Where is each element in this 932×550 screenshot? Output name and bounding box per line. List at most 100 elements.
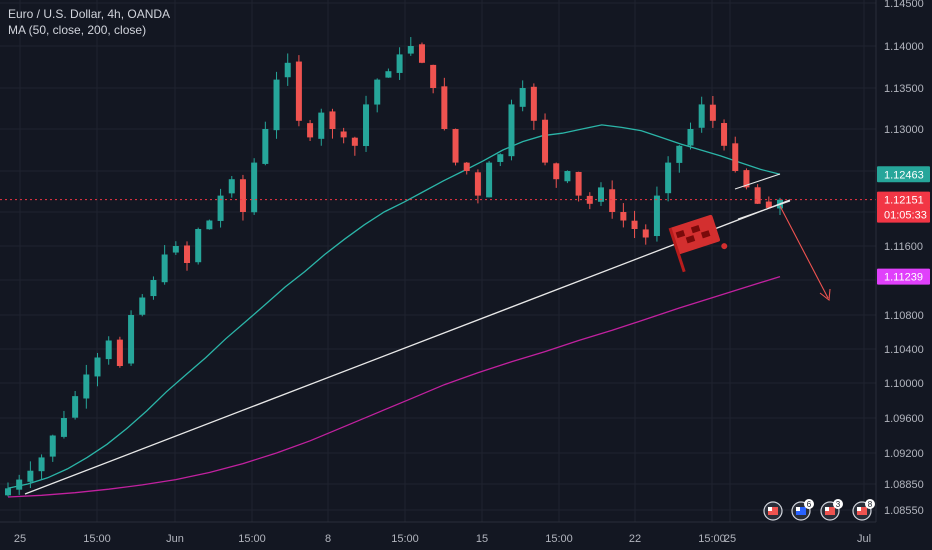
price-tick-label: 1.14500 — [884, 0, 924, 10]
candle-body — [553, 163, 560, 180]
candle-body — [631, 220, 638, 229]
symbol-title[interactable]: Euro / U.S. Dollar, 4h, OANDA — [8, 7, 171, 21]
price-tick-label: 1.14000 — [884, 41, 924, 53]
candle-body — [497, 154, 504, 162]
price-tag-price-label: 1.12151 — [884, 195, 924, 207]
candle-body — [542, 119, 549, 163]
event-us-2-icon[interactable]: 8 — [852, 499, 875, 521]
candle-body — [16, 479, 23, 490]
time-axis-bg — [0, 522, 932, 550]
time-tick-label: Jul — [857, 533, 871, 545]
candle-body — [284, 62, 291, 78]
candle-body — [363, 104, 370, 147]
candle-body — [586, 195, 593, 204]
candle-body — [206, 220, 213, 230]
event-eu-icon[interactable]: 6 — [791, 499, 814, 521]
chart-grid — [0, 0, 876, 522]
price-tag-ma200 — [877, 268, 930, 285]
candle-body — [128, 315, 135, 364]
candle-body — [161, 254, 168, 283]
user-drawings[interactable] — [24, 173, 831, 495]
candle-body — [351, 137, 358, 146]
candlestick-series — [5, 37, 783, 497]
price-tick-label: 1.09600 — [884, 413, 924, 425]
event-count-badge: 8 — [868, 500, 873, 509]
time-tick-label: 15:00 — [698, 533, 726, 545]
price-tick-label: 1.11600 — [884, 241, 923, 253]
projection-arrow[interactable] — [779, 205, 829, 299]
candle-body — [273, 79, 280, 131]
time-tick-label: 25 — [14, 533, 26, 545]
candle-body — [430, 64, 437, 88]
candle-body — [374, 79, 381, 105]
candle-body — [642, 229, 649, 238]
candle-body — [620, 212, 627, 221]
price-tick-label: 1.10800 — [884, 310, 924, 322]
candle-body — [709, 104, 716, 121]
candle-body — [72, 396, 79, 418]
price-tag-ma50-label: 1.12463 — [884, 169, 924, 181]
time-tick-label: 15:00 — [545, 533, 573, 545]
candle-body — [721, 123, 728, 146]
candle-body — [49, 435, 56, 457]
candle-body — [139, 297, 146, 315]
candle-body — [5, 488, 11, 496]
price-tick-label: 1.09200 — [884, 448, 924, 460]
price-tag-ma200-label: 1.11239 — [884, 272, 923, 284]
candle-body — [27, 470, 34, 482]
price-tag-ma50 — [877, 166, 930, 183]
time-tick-label: 15:00 — [83, 533, 111, 545]
price-tag-countdown-label: 01:05:33 — [884, 210, 927, 222]
price-tick-label: 1.10000 — [884, 378, 924, 390]
price-tick-label: 1.13000 — [884, 124, 924, 136]
event-count-badge: 6 — [807, 500, 812, 509]
trendline-main[interactable] — [24, 199, 791, 495]
candle-body — [184, 245, 191, 263]
candle-body — [262, 129, 269, 164]
candle-body — [239, 179, 246, 212]
time-tick-label: Jun — [166, 533, 184, 545]
candle-body — [418, 44, 425, 63]
candle-body — [329, 111, 336, 129]
candle-body — [743, 170, 750, 188]
time-tick-label: 22 — [629, 533, 641, 545]
candle-body — [609, 189, 616, 212]
event-count-badge: 3 — [836, 500, 841, 509]
ma50-series — [7, 124, 781, 489]
candle-body — [318, 112, 325, 139]
event-us-1-icon[interactable] — [763, 501, 783, 521]
candle-body — [575, 171, 582, 196]
channel-upper-line[interactable] — [734, 173, 781, 190]
candle-body — [116, 339, 123, 366]
candle-body — [687, 129, 694, 146]
event-mixed-icon[interactable]: 3 — [820, 499, 843, 521]
candle-body — [94, 357, 101, 377]
candle-body — [307, 123, 314, 138]
candle-body — [295, 61, 302, 121]
candle-body — [60, 418, 67, 437]
candle-body — [665, 162, 672, 194]
candle-body — [486, 162, 493, 198]
candle-body — [530, 86, 537, 121]
candle-body — [83, 374, 90, 399]
candle-body — [340, 131, 347, 138]
candle-body — [597, 187, 604, 202]
price-tick-label: 1.08550 — [884, 505, 924, 517]
ma200-series — [7, 275, 781, 498]
channel-lower-line[interactable] — [737, 200, 791, 220]
candle-body — [765, 201, 772, 208]
checkered-flag-icon — [668, 214, 728, 273]
candle-body — [653, 195, 660, 237]
economic-events[interactable]: 6 3 8 — [763, 499, 875, 521]
candle-body — [698, 104, 705, 128]
candle-body — [172, 246, 179, 253]
price-tag-countdown — [877, 206, 930, 223]
ma200-line — [7, 275, 781, 498]
candle-body — [754, 187, 761, 204]
candle-body — [463, 162, 470, 171]
indicator-label[interactable]: MA (50, close, 200, close) — [8, 23, 147, 37]
candle-body — [251, 162, 258, 213]
